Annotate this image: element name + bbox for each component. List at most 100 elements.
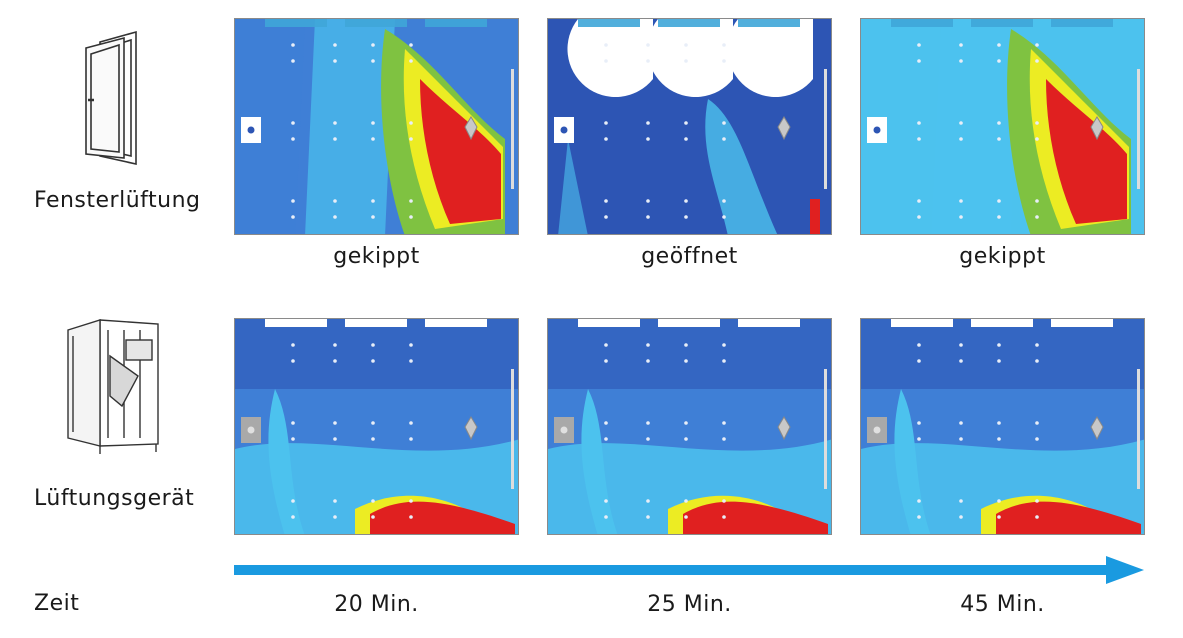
right-wall: [1137, 369, 1140, 489]
sensor-dot: [409, 515, 413, 519]
sensor-dot: [917, 215, 921, 219]
sensor-dot: [604, 121, 608, 125]
heat-source-icon: [1090, 116, 1104, 141]
sensor-dot: [684, 121, 688, 125]
sensor-dot: [917, 59, 921, 63]
sensor-dot: [604, 215, 608, 219]
sensor-dot: [959, 515, 963, 519]
sensor-dot: [684, 499, 688, 503]
sensor-dot: [333, 515, 337, 519]
sensor-dot: [917, 499, 921, 503]
sensor-dot: [684, 137, 688, 141]
sensor-dot: [959, 421, 963, 425]
right-wall: [1137, 69, 1140, 189]
sensor-dot: [722, 215, 726, 219]
air-inlet: [738, 319, 800, 327]
flow-left-region: [558, 139, 588, 234]
sensor-dot: [291, 199, 295, 203]
sensor-dot: [291, 121, 295, 125]
air-inlet: [891, 19, 953, 27]
sensor-dot: [917, 137, 921, 141]
sensor-dot: [959, 215, 963, 219]
sensor-dot: [291, 343, 295, 347]
sensor-dot: [604, 43, 608, 47]
sensor-dot: [917, 43, 921, 47]
sensor-dot: [997, 499, 1001, 503]
air-inlet: [265, 19, 327, 27]
air-inlet: [971, 19, 1033, 27]
sensor-dot: [997, 421, 1001, 425]
time-label: Zeit: [34, 591, 80, 616]
right-wall: [511, 69, 514, 189]
door-handle: [873, 426, 881, 434]
sensor-dot: [1035, 121, 1039, 125]
sensor-dot: [997, 215, 1001, 219]
sensor-dot: [291, 59, 295, 63]
sensor-dot: [722, 515, 726, 519]
right-wall: [824, 69, 827, 189]
sensor-dot: [604, 515, 608, 519]
heat-source-icon: [777, 416, 791, 441]
sensor-dot: [291, 359, 295, 363]
heat-source-icon: [777, 116, 791, 141]
sensor-dot: [684, 359, 688, 363]
sensor-dot: [997, 437, 1001, 441]
door-handle: [560, 126, 568, 134]
air-inlet: [971, 319, 1033, 327]
caption-window-state: gekippt: [333, 244, 420, 269]
tilt-window-icon: [85, 30, 137, 165]
sensor-dot: [917, 359, 921, 363]
sensor-dot: [646, 215, 650, 219]
sensor-dot: [409, 215, 413, 219]
door-handle: [560, 426, 568, 434]
flow-hot-region: [420, 79, 501, 224]
sensor-dot: [291, 215, 295, 219]
sensor-dot: [333, 137, 337, 141]
air-inlet: [578, 319, 640, 327]
sensor-dot: [646, 515, 650, 519]
sim-panel-window-25min: [547, 18, 832, 235]
flow-hot-region: [810, 199, 820, 234]
sensor-dot: [959, 437, 963, 441]
sensor-dot: [1035, 437, 1039, 441]
sensor-dot: [997, 43, 1001, 47]
sensor-dot: [371, 59, 375, 63]
sensor-dot: [997, 59, 1001, 63]
sensor-dot: [722, 359, 726, 363]
sensor-dot: [917, 121, 921, 125]
sensor-dot: [409, 359, 413, 363]
air-inlet: [891, 319, 953, 327]
sim-panel-window-20min: [234, 18, 519, 235]
open-window-sash: [567, 19, 653, 98]
heat-source-icon: [464, 116, 478, 141]
sensor-dot: [959, 359, 963, 363]
sensor-dot: [604, 137, 608, 141]
sensor-dot: [333, 421, 337, 425]
sensor-dot: [371, 499, 375, 503]
sensor-dot: [371, 43, 375, 47]
air-inlet: [265, 319, 327, 327]
sensor-dot: [684, 421, 688, 425]
open-window-sash: [727, 19, 813, 98]
door-handle: [247, 426, 255, 434]
open-window-sash: [647, 19, 733, 98]
sensor-dot: [1035, 215, 1039, 219]
sensor-dot: [409, 343, 413, 347]
sensor-dot: [646, 199, 650, 203]
flow-left-plume: [268, 389, 305, 534]
row-label-window: Fensterlüftung: [34, 188, 201, 213]
caption-window-state: geöffnet: [641, 244, 738, 269]
sensor-dot: [722, 437, 726, 441]
flow-hot-region: [683, 501, 828, 534]
sensor-dot: [722, 499, 726, 503]
sensor-dot: [646, 43, 650, 47]
flow-hot-region: [370, 501, 515, 534]
sensor-dot: [917, 343, 921, 347]
flow-cool-region: [931, 19, 1021, 234]
sensor-dot: [646, 59, 650, 63]
flow-hot-region: [996, 501, 1141, 534]
sensor-dot: [722, 343, 726, 347]
sensor-dot: [959, 199, 963, 203]
sensor-dot: [684, 199, 688, 203]
sensor-dot: [646, 499, 650, 503]
